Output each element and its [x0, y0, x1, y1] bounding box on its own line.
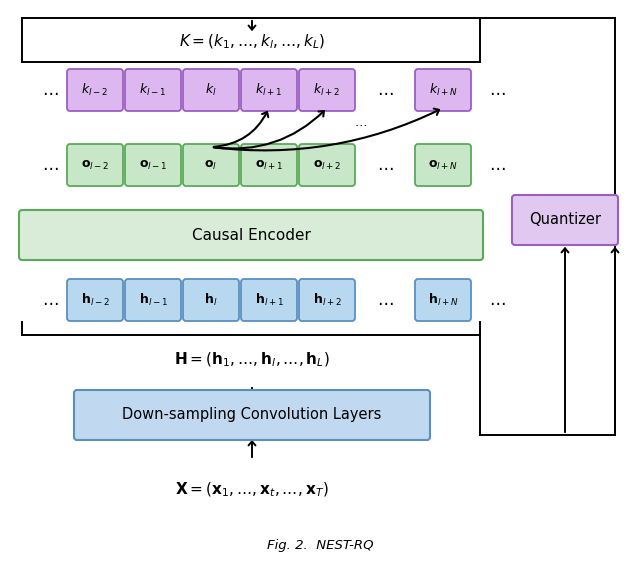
FancyBboxPatch shape [299, 144, 355, 186]
Text: $k_{l+N}$: $k_{l+N}$ [429, 82, 458, 98]
FancyBboxPatch shape [299, 279, 355, 321]
FancyBboxPatch shape [67, 144, 123, 186]
Text: Causal Encoder: Causal Encoder [191, 227, 310, 243]
Text: $\ldots$: $\ldots$ [42, 81, 58, 99]
FancyBboxPatch shape [183, 69, 239, 111]
FancyBboxPatch shape [183, 279, 239, 321]
Text: $\ldots$: $\ldots$ [42, 291, 58, 309]
FancyBboxPatch shape [125, 69, 181, 111]
FancyBboxPatch shape [125, 279, 181, 321]
FancyBboxPatch shape [415, 279, 471, 321]
Text: $\ldots$: $\ldots$ [489, 156, 506, 174]
FancyBboxPatch shape [183, 144, 239, 186]
FancyBboxPatch shape [125, 144, 181, 186]
Text: Down-sampling Convolution Layers: Down-sampling Convolution Layers [122, 408, 381, 423]
Text: Quantizer: Quantizer [529, 212, 601, 227]
Text: $\ldots$: $\ldots$ [489, 291, 506, 309]
Text: $\ldots$: $\ldots$ [377, 81, 394, 99]
Text: $\mathbf{H} = (\mathbf{h}_1, \ldots, \mathbf{h}_l, \ldots, \mathbf{h}_L)$: $\mathbf{H} = (\mathbf{h}_1, \ldots, \ma… [174, 351, 330, 369]
FancyBboxPatch shape [415, 69, 471, 111]
Text: $K = (k_1, \ldots, k_l, \ldots, k_L)$: $K = (k_1, \ldots, k_l, \ldots, k_L)$ [179, 33, 325, 51]
Text: $\mathbf{o}_{l+N}$: $\mathbf{o}_{l+N}$ [428, 159, 458, 171]
FancyBboxPatch shape [67, 69, 123, 111]
Text: $\mathbf{h}_{l-1}$: $\mathbf{h}_{l-1}$ [138, 292, 168, 308]
FancyBboxPatch shape [299, 69, 355, 111]
FancyBboxPatch shape [241, 69, 297, 111]
Text: $\ldots$: $\ldots$ [42, 156, 58, 174]
FancyBboxPatch shape [241, 144, 297, 186]
FancyBboxPatch shape [19, 210, 483, 260]
Text: $\mathbf{o}_l$: $\mathbf{o}_l$ [204, 159, 218, 171]
Text: $\ldots$: $\ldots$ [355, 115, 367, 128]
Text: $\ldots$: $\ldots$ [377, 156, 394, 174]
FancyBboxPatch shape [241, 279, 297, 321]
Text: $\mathbf{h}_{l+1}$: $\mathbf{h}_{l+1}$ [255, 292, 284, 308]
Text: $\mathbf{o}_{l-1}$: $\mathbf{o}_{l-1}$ [139, 159, 167, 171]
Text: Fig. 2.  NEST-RQ: Fig. 2. NEST-RQ [267, 539, 373, 552]
Text: $\mathbf{o}_{l+2}$: $\mathbf{o}_{l+2}$ [313, 159, 341, 171]
Text: $k_{l-1}$: $k_{l-1}$ [140, 82, 166, 98]
FancyBboxPatch shape [74, 390, 430, 440]
Text: $\ldots$: $\ldots$ [489, 81, 506, 99]
Text: $k_{l+1}$: $k_{l+1}$ [255, 82, 283, 98]
Text: $k_l$: $k_l$ [205, 82, 217, 98]
FancyBboxPatch shape [512, 195, 618, 245]
Text: $\mathbf{h}_l$: $\mathbf{h}_l$ [204, 292, 218, 308]
FancyBboxPatch shape [67, 279, 123, 321]
Text: $k_{l-2}$: $k_{l-2}$ [81, 82, 109, 98]
FancyBboxPatch shape [415, 144, 471, 186]
Text: $\mathbf{o}_{l+1}$: $\mathbf{o}_{l+1}$ [255, 159, 284, 171]
Text: $\ldots$: $\ldots$ [377, 291, 394, 309]
Text: $k_{l+2}$: $k_{l+2}$ [314, 82, 340, 98]
Text: $\mathbf{h}_{l-2}$: $\mathbf{h}_{l-2}$ [81, 292, 109, 308]
Text: $\mathbf{o}_{l-2}$: $\mathbf{o}_{l-2}$ [81, 159, 109, 171]
Text: $\mathbf{h}_{l+2}$: $\mathbf{h}_{l+2}$ [312, 292, 341, 308]
Text: $\mathbf{h}_{l+N}$: $\mathbf{h}_{l+N}$ [428, 292, 458, 308]
Text: $\mathbf{X} = (\mathbf{x}_1, \ldots, \mathbf{x}_t, \ldots, \mathbf{x}_T)$: $\mathbf{X} = (\mathbf{x}_1, \ldots, \ma… [175, 481, 329, 499]
